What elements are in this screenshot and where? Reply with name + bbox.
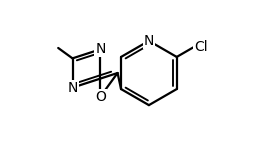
Text: N: N bbox=[67, 81, 78, 95]
Text: Cl: Cl bbox=[194, 40, 208, 54]
Text: O: O bbox=[95, 90, 106, 104]
Text: N: N bbox=[144, 34, 154, 48]
Text: N: N bbox=[95, 42, 105, 56]
